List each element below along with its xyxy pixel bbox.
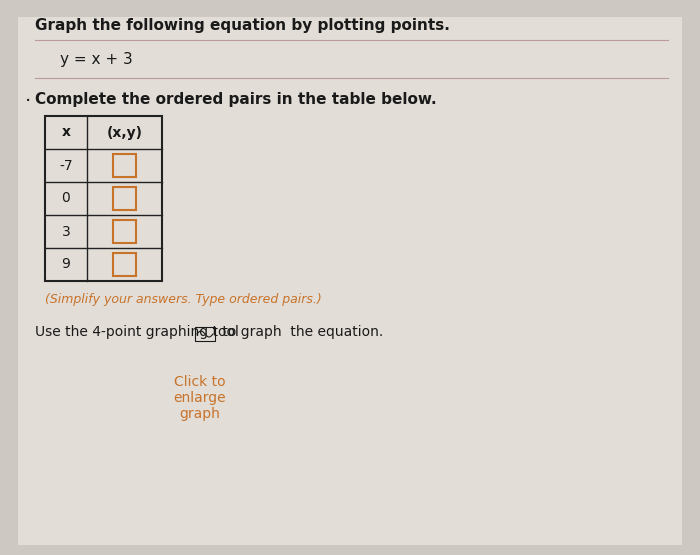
Bar	[195, 327, 215, 341]
Text: 9: 9	[62, 258, 71, 271]
Text: Graph the following equation by plotting points.: Graph the following equation by plotting…	[35, 18, 450, 33]
Text: (x,y): (x,y)	[106, 125, 143, 139]
Text: ·: ·	[25, 92, 32, 111]
Bar	[113, 187, 136, 210]
Text: x: x	[62, 125, 71, 139]
Bar	[45, 116, 162, 281]
Bar	[113, 220, 136, 243]
FancyBboxPatch shape	[18, 17, 682, 545]
Text: Use the 4-point graphing tool: Use the 4-point graphing tool	[35, 325, 239, 339]
Bar	[113, 253, 136, 276]
Text: (Simplify your answers. Type ordered pairs.): (Simplify your answers. Type ordered pai…	[45, 293, 322, 306]
Text: Click to
enlarge
graph: Click to enlarge graph	[174, 375, 226, 421]
Text: y = x + 3: y = x + 3	[60, 52, 133, 67]
Text: -7: -7	[60, 159, 73, 173]
Text: 0: 0	[62, 191, 71, 205]
Bar	[113, 154, 136, 177]
Text: Complete the ordered pairs in the table below.: Complete the ordered pairs in the table …	[35, 92, 437, 107]
Text: 3: 3	[62, 225, 71, 239]
Text: to graph  the equation.: to graph the equation.	[218, 325, 384, 339]
